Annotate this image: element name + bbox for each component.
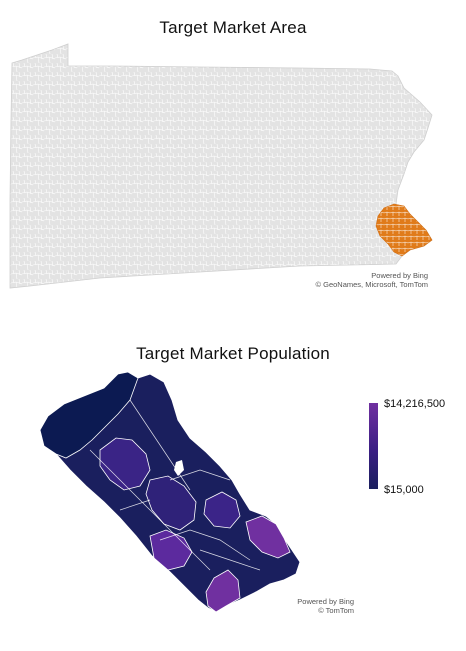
- top-attr-powered: Powered by Bing: [371, 271, 428, 280]
- top-map-attribution: Powered by Bing © GeoNames, Microsoft, T…: [316, 271, 429, 289]
- bottom-attr-powered: Powered by Bing: [297, 597, 354, 606]
- population-legend-gradient: [369, 403, 378, 489]
- zone-inner-lines: [89, 399, 261, 571]
- southeast-pa-map[interactable]: [0, 330, 466, 651]
- target-market-population-title: Target Market Population: [136, 344, 330, 363]
- target-market-area-title: Target Market Area: [159, 18, 307, 37]
- bottom-map-attribution: Powered by Bing © TomTom: [297, 597, 354, 615]
- target-market-region: [375, 203, 433, 257]
- state-outline: [9, 43, 433, 289]
- legend-max-label: $14,216,500: [384, 398, 446, 410]
- zone-central-a: [99, 437, 151, 491]
- zone-south-b: [205, 569, 241, 613]
- zone-southeast-a: [245, 515, 291, 559]
- bottom-attr-sources: © TomTom: [318, 606, 354, 615]
- legend-min-label: $15,000: [384, 484, 424, 496]
- zone-gap: [174, 460, 184, 476]
- zone-central-b: [145, 475, 197, 531]
- zone-east: [203, 491, 241, 529]
- target-market-population-panel: Target Market Population $14,216,500 $15…: [0, 330, 466, 651]
- pennsylvania-map[interactable]: [0, 0, 466, 320]
- target-market-area-panel: Target Market Area Powered by Bing © Geo…: [0, 0, 466, 320]
- top-attr-sources: © GeoNames, Microsoft, TomTom: [315, 280, 429, 289]
